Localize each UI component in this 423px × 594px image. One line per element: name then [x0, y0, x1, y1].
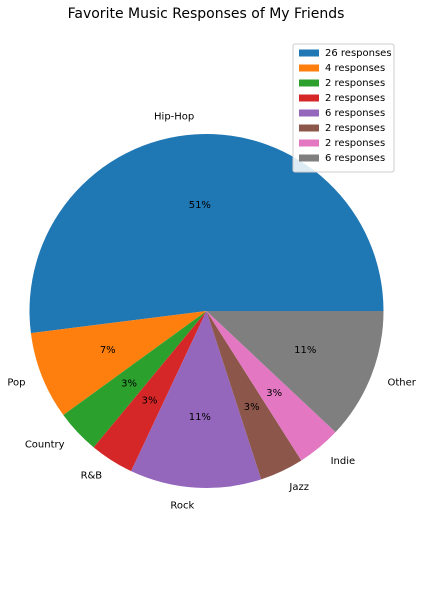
legend-entry-other: 6 responses	[325, 153, 385, 164]
legend-swatch-country	[299, 80, 319, 87]
category-label-other: Other	[388, 378, 417, 389]
legend-swatch-r-b	[299, 95, 319, 102]
percent-label-pop: 7%	[100, 345, 116, 356]
category-label-jazz: Jazz	[288, 482, 309, 493]
percent-label-hip-hop: 51%	[189, 200, 211, 211]
category-label-rock: Rock	[170, 500, 194, 511]
legend-entry-r-b: 2 responses	[325, 93, 385, 104]
legend-swatch-hip-hop	[299, 50, 319, 57]
legend-swatch-other	[299, 155, 319, 162]
category-label-country: Country	[25, 439, 65, 450]
legend-swatch-indie	[299, 140, 319, 147]
category-label-pop: Pop	[7, 378, 25, 389]
legend-entry-rock: 6 responses	[325, 108, 385, 119]
percent-label-r-b: 3%	[142, 396, 158, 407]
category-label-indie: Indie	[331, 456, 356, 467]
legend-entry-hip-hop: 26 responses	[325, 48, 392, 59]
legend-swatch-jazz	[299, 125, 319, 132]
percent-label-country: 3%	[121, 379, 137, 390]
category-label-hip-hop: Hip-Hop	[154, 112, 194, 123]
legend-entry-country: 2 responses	[325, 78, 385, 89]
percent-label-other: 11%	[294, 345, 316, 356]
legend-entry-pop: 4 responses	[325, 63, 385, 74]
percent-label-rock: 11%	[189, 412, 211, 423]
legend: 26 responses 4 responses 2 responses 2 resp…	[293, 44, 394, 172]
percent-label-indie: 3%	[266, 388, 282, 399]
percent-label-jazz: 3%	[244, 402, 260, 413]
legend-swatch-pop	[299, 65, 319, 72]
pie-slices	[30, 134, 384, 488]
category-label-r-b: R&B	[81, 470, 103, 481]
legend-entry-indie: 2 responses	[325, 138, 385, 149]
chart-title: Favorite Music Responses of My Friends	[68, 6, 345, 22]
legend-entry-jazz: 2 responses	[325, 123, 385, 134]
legend-swatch-rock	[299, 110, 319, 117]
